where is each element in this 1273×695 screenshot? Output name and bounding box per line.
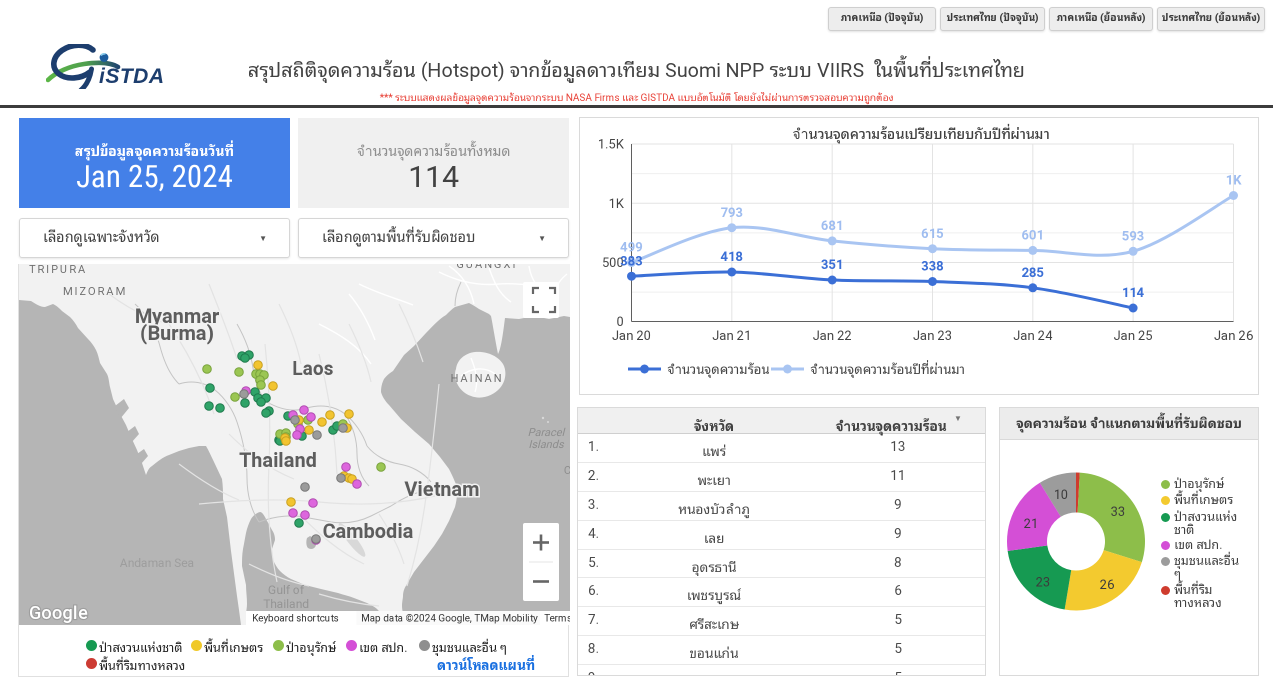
svg-text:1K: 1K — [609, 197, 624, 212]
svg-text:MIZORAM: MIZORAM — [63, 285, 127, 298]
svg-text:จำนวนจุดความร้อน: จำนวนจุดความร้อน — [667, 358, 769, 379]
svg-text:Andaman Sea: Andaman Sea — [120, 556, 195, 570]
svg-text:Jan 25: Jan 25 — [1113, 329, 1152, 344]
svg-text:615: 615 — [921, 227, 943, 242]
svg-text:จำนวนจุดความร้อนปีที่ผ่านมา: จำนวนจุดความร้อนปีที่ผ่านมา — [810, 358, 965, 379]
svg-text:0: 0 — [617, 315, 624, 330]
svg-text:351: 351 — [821, 258, 843, 273]
svg-text:Laos: Laos — [293, 357, 334, 380]
svg-text:499: 499 — [620, 241, 642, 256]
svg-text:114: 114 — [1122, 286, 1144, 301]
svg-text:Jan 22: Jan 22 — [813, 329, 852, 344]
svg-text:TRIPURA: TRIPURA — [29, 264, 87, 276]
svg-text:Cambodia: Cambodia — [322, 519, 413, 543]
svg-text:338: 338 — [921, 260, 943, 275]
svg-text:Jan 21: Jan 21 — [712, 329, 751, 344]
svg-text:HAINAN: HAINAN — [450, 372, 503, 385]
svg-text:Jan 26: Jan 26 — [1214, 329, 1253, 344]
svg-text:Myanmar: Myanmar — [135, 304, 220, 328]
svg-text:Google: Google — [29, 603, 88, 624]
svg-text:Ch: Ch — [564, 464, 570, 477]
svg-text:Thailand: Thailand — [263, 597, 309, 611]
svg-text:383: 383 — [620, 254, 642, 269]
svg-text:33: 33 — [1111, 505, 1126, 520]
svg-text:418: 418 — [721, 250, 743, 265]
svg-text:Jan 24: Jan 24 — [1013, 329, 1053, 344]
svg-text:(Burma): (Burma) — [140, 321, 213, 345]
svg-text:Gulf of: Gulf of — [268, 583, 304, 597]
svg-text:iSTDA: iSTDA — [99, 65, 165, 88]
svg-text:593: 593 — [1122, 230, 1144, 245]
svg-text:500: 500 — [602, 256, 624, 271]
svg-text:Map data ©2024 Google, TMap Mo: Map data ©2024 Google, TMap Mobility — [361, 613, 538, 625]
svg-text:1K: 1K — [1226, 174, 1242, 189]
svg-text:793: 793 — [721, 206, 743, 221]
svg-text:จำนวนจุดความร้อนเปรียบเทียบกับ: จำนวนจุดความร้อนเปรียบเทียบกับปีที่ผ่านม… — [792, 121, 1049, 144]
svg-text:Jan 20: Jan 20 — [612, 329, 651, 344]
svg-text:Islands: Islands — [528, 438, 565, 451]
svg-text:Vietnam: Vietnam — [404, 477, 479, 501]
svg-text:Terms: Terms — [543, 614, 570, 625]
svg-text:681: 681 — [821, 219, 843, 234]
svg-text:Keyboard shortcuts: Keyboard shortcuts — [252, 614, 339, 625]
svg-text:21: 21 — [1024, 517, 1039, 532]
svg-text:601: 601 — [1022, 229, 1044, 244]
svg-text:Thailand: Thailand — [239, 448, 317, 472]
svg-text:1.5K: 1.5K — [598, 138, 624, 153]
svg-text:26: 26 — [1100, 578, 1115, 593]
svg-text:Paracel: Paracel — [528, 426, 566, 439]
svg-text:285: 285 — [1022, 266, 1044, 281]
svg-text:Jan 23: Jan 23 — [913, 329, 952, 344]
svg-text:10: 10 — [1054, 488, 1069, 503]
svg-text:23: 23 — [1036, 576, 1051, 591]
svg-text:GUANGXI: GUANGXI — [457, 264, 518, 271]
